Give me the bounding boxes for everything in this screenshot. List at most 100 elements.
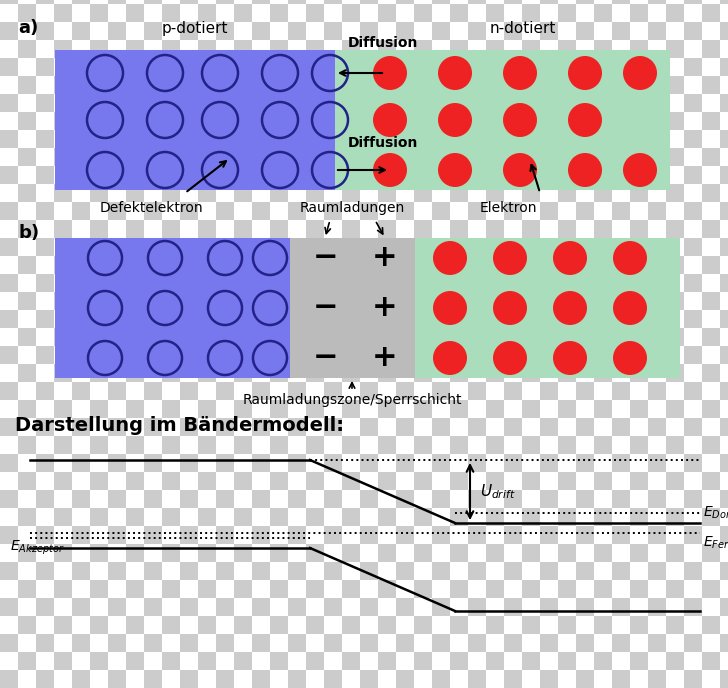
Bar [612,436,630,454]
Bar [342,544,360,562]
Bar [684,202,702,220]
Bar [612,94,630,112]
Bar [540,292,558,310]
Bar [396,148,414,166]
Bar [36,40,54,58]
Bar [612,310,630,328]
Bar [306,526,324,544]
Bar [198,130,216,148]
Bar [576,220,594,238]
Bar [468,238,486,256]
Bar [648,346,666,364]
Bar [432,670,450,688]
Bar [180,490,198,508]
Bar [486,220,504,238]
Bar [684,310,702,328]
Bar [468,436,486,454]
Bar [378,130,396,148]
Bar [720,490,728,508]
Bar [90,274,108,292]
Bar [630,526,648,544]
Bar [144,256,162,274]
Bar [396,184,414,202]
Bar [612,292,630,310]
Bar [72,166,90,184]
Bar [324,580,342,598]
Bar [648,400,666,418]
Bar [720,130,728,148]
Bar [72,292,90,310]
Bar [18,166,36,184]
Bar [630,670,648,688]
Bar [144,202,162,220]
Bar [378,544,396,562]
Bar [90,616,108,634]
Bar [90,382,108,400]
Bar [288,166,306,184]
Bar [126,40,144,58]
Bar [288,670,306,688]
Bar [324,0,342,4]
Bar [702,580,720,598]
Bar [234,184,252,202]
Bar [270,346,288,364]
Bar [360,526,378,544]
Bar [720,256,728,274]
Bar [666,490,684,508]
Circle shape [438,153,472,187]
Bar [378,490,396,508]
Bar [684,130,702,148]
Bar [648,112,666,130]
Bar [720,634,728,652]
Bar [522,22,540,40]
Bar [630,166,648,184]
Bar [396,292,414,310]
Bar [288,472,306,490]
Bar [468,616,486,634]
Bar [432,40,450,58]
Bar [540,40,558,58]
Bar [540,58,558,76]
Bar [504,400,522,418]
Bar [18,274,36,292]
Bar [648,256,666,274]
Bar [360,148,378,166]
Bar [54,148,72,166]
Bar [558,94,576,112]
Bar [126,382,144,400]
Bar [396,58,414,76]
Bar [522,436,540,454]
Bar [270,292,288,310]
Bar [396,598,414,616]
Bar [180,544,198,562]
Bar [324,238,342,256]
Bar [90,148,108,166]
Bar [576,22,594,40]
Bar [216,634,234,652]
Bar [360,274,378,292]
Bar [594,310,612,328]
Bar [648,652,666,670]
Bar [234,76,252,94]
Bar [252,616,270,634]
Bar [450,382,468,400]
Bar [522,346,540,364]
Bar [270,58,288,76]
Bar [54,652,72,670]
Bar [55,238,290,378]
Bar [432,94,450,112]
Bar [648,76,666,94]
Bar [0,634,18,652]
Bar [702,58,720,76]
Bar [360,490,378,508]
Bar [612,454,630,472]
Bar [360,238,378,256]
Bar [612,616,630,634]
Bar [0,400,18,418]
Bar [666,328,684,346]
Bar [720,94,728,112]
Bar [342,0,360,4]
Bar [468,544,486,562]
Bar [72,22,90,40]
Bar [306,382,324,400]
